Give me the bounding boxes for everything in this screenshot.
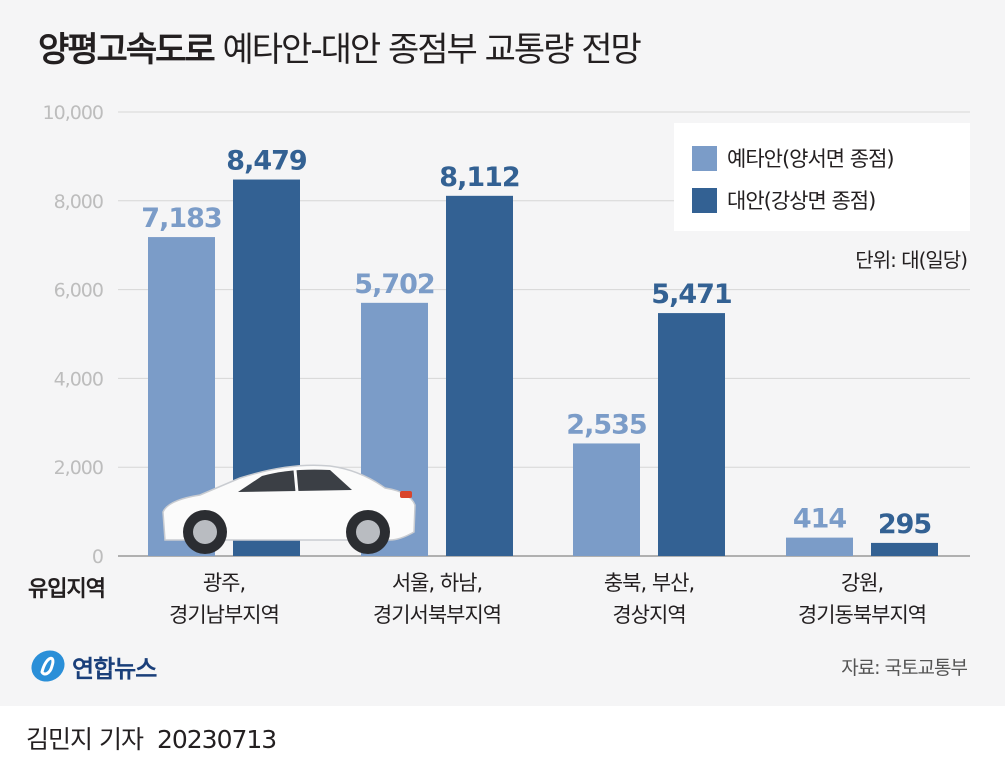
x-tick-label: 경기남부지역 [169,603,279,627]
y-tick-label: 6,000 [54,280,103,302]
unit-label: 단위: 대(일당) [855,248,968,272]
data-label: 5,702 [354,269,434,300]
y-tick-label: 2,000 [54,457,103,479]
legend: 예타안(양서면 종점) 대안(강상면 종점) [674,123,970,231]
legend-swatch [692,187,717,213]
x-tick-label: 강원, [841,571,883,595]
car-pillar [293,469,299,493]
yonhap-logo: 연합뉴스 [28,646,157,686]
x-tick-label: 경기동북부지역 [798,603,926,627]
car-illustration [162,464,416,554]
x-axis-label: 유입지역 [28,577,105,602]
reporter-name: 김민지 기자 [26,725,144,754]
data-label: 8,112 [439,162,519,193]
bar [446,195,513,556]
legend-item-series1: 예타안(양서면 종점) [692,143,895,173]
logo-text: 연합뉴스 [72,654,157,683]
byline: 김민지 기자 20230713 [26,720,277,756]
title-rest: 예타안-대안 종점부 교통량 전망 [222,30,642,70]
bar [573,443,640,556]
bar [658,313,725,556]
x-tick-label: 충북, 부산, [604,571,694,595]
x-tick-label: 광주, [203,571,245,595]
byline-date: 20230713 [156,725,277,754]
bar [786,537,853,556]
data-label: 2,535 [566,409,646,440]
y-tick-label: 10,000 [43,102,103,124]
data-label: 8,479 [226,146,307,177]
car-hub-rear [356,520,380,544]
source-label: 자료: 국토교통부 [841,657,968,679]
legend-label: 예타안(양서면 종점) [727,147,895,171]
legend-swatch [692,145,717,171]
data-label: 5,471 [651,279,731,310]
bar [871,542,938,556]
y-tick-label: 8,000 [54,191,103,213]
x-tick-label: 경기서북부지역 [373,603,501,627]
chart-title: 양평고속도로 예타안-대안 종점부 교통량 전망 [38,22,642,71]
x-tick-label: 경상지역 [612,603,685,627]
data-label: 414 [793,504,847,535]
legend-item-series2: 대안(강상면 종점) [692,185,876,215]
x-tick-label: 서울, 하남, [392,571,482,595]
y-tick-label: 4,000 [54,368,103,390]
data-label: 295 [878,509,931,540]
car-hub-front [193,520,217,544]
title-bold: 양평고속도로 [38,30,216,70]
legend-label: 대안(강상면 종점) [727,189,876,213]
data-label: 7,183 [141,203,221,234]
car-taillight [400,491,412,498]
y-tick-label: 0 [92,546,103,568]
bar-chart: 0 2,000 4,000 6,000 8,000 10,000 7,183 5,702 2,5… [28,102,970,627]
yonhap-globe-icon [31,650,65,682]
